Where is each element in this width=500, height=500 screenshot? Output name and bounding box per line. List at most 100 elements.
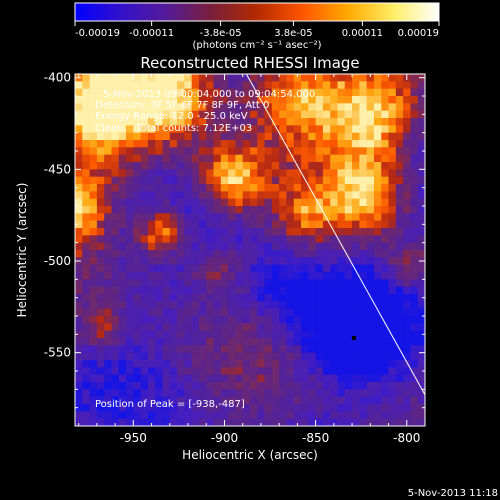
heatmap-cell (279, 396, 287, 405)
heatmap-cell (330, 411, 338, 419)
heatmap-cell (308, 279, 316, 287)
heatmap-cell (373, 396, 382, 405)
heatmap-cell (373, 88, 382, 97)
heatmap-cell (337, 162, 346, 170)
heatmap-cell (366, 184, 375, 192)
heatmap-cell (257, 257, 265, 265)
heatmap-cell (352, 323, 360, 331)
heatmap-cell (301, 250, 309, 258)
heatmap-cell (191, 88, 200, 97)
heatmap-cell (184, 301, 192, 309)
heatmap-cell (82, 242, 90, 251)
heatmap-cell (410, 191, 419, 199)
heatmap-cell (279, 147, 287, 155)
heatmap-cell (250, 272, 258, 280)
heatmap-cell (257, 294, 265, 302)
heatmap-cell (82, 103, 90, 111)
heatmap-cell (147, 162, 156, 170)
info-block: 5-Nov-2013 09:00:04.000 to 09:04:54.000 … (95, 89, 315, 134)
heatmap-cell (89, 132, 98, 141)
heatmap-cell (403, 279, 411, 287)
heatmap-cell (111, 154, 120, 163)
heatmap-cell (133, 228, 141, 236)
heatmap-cell (301, 272, 309, 280)
heatmap-cell (388, 169, 397, 177)
heatmap-cell (417, 88, 425, 97)
heatmap-cell (344, 294, 353, 302)
heatmap-cell (395, 147, 404, 155)
colorbar-tick-label: -0.00019 (75, 28, 120, 39)
heatmap-cell (271, 286, 280, 295)
heatmap-cell (264, 272, 273, 280)
heatmap-cell (271, 235, 280, 243)
heatmap-cell (293, 140, 302, 148)
heatmap-cell (155, 360, 163, 368)
heatmap-cell (213, 206, 222, 214)
heatmap-cell (286, 228, 295, 236)
heatmap-cell (111, 169, 120, 177)
heatmap-cell (235, 96, 244, 104)
heatmap-cell (133, 404, 141, 412)
heatmap-cell (140, 367, 149, 375)
heatmap-cell (293, 316, 302, 324)
heatmap-cell (271, 220, 280, 229)
heatmap-cell (111, 235, 120, 243)
heatmap-cell (133, 191, 141, 199)
heatmap-cell (315, 198, 324, 207)
heatmap-cell (286, 338, 295, 346)
heatmap-cell (352, 301, 360, 309)
heatmap-cell (191, 367, 200, 375)
heatmap-cell (213, 367, 222, 375)
heatmap-cell (118, 360, 127, 368)
heatmap-cell (126, 176, 134, 185)
heatmap-cell (169, 382, 178, 390)
heatmap-cell (155, 103, 163, 111)
heatmap-cell (242, 396, 251, 405)
heatmap-cell (75, 125, 83, 133)
heatmap-cell (352, 367, 360, 375)
heatmap-cell (191, 103, 200, 111)
heatmap-cell (140, 147, 149, 155)
heatmap-cell (169, 228, 178, 236)
heatmap-cell (206, 206, 214, 214)
heatmap-cell (242, 147, 251, 155)
heatmap-cell (388, 125, 397, 133)
heatmap-cell (359, 125, 367, 133)
heatmap-cell (337, 338, 346, 346)
heatmap-cell (162, 74, 171, 82)
heatmap-cell (104, 206, 112, 214)
heatmap-cell (96, 125, 105, 133)
heatmap-cell (104, 235, 112, 243)
heatmap-cell (82, 118, 90, 126)
heatmap-cell (89, 418, 98, 426)
heatmap-cell (242, 345, 251, 353)
heatmap-cell (162, 308, 171, 317)
heatmap-cell (235, 374, 244, 383)
heatmap-cell (279, 360, 287, 368)
heatmap-cell (82, 330, 90, 339)
heatmap-cell (352, 382, 360, 390)
heatmap-cell (257, 272, 265, 280)
heatmap-cell (118, 264, 127, 273)
heatmap-cell (410, 272, 419, 280)
heatmap-cell (359, 74, 367, 82)
heatmap-cell (75, 206, 83, 214)
heatmap-cell (286, 316, 295, 324)
heatmap-cell (337, 198, 346, 207)
heatmap-cell (301, 132, 309, 141)
heatmap-cell (279, 272, 287, 280)
heatmap-cell (337, 242, 346, 251)
heatmap-cell (381, 250, 389, 258)
heatmap-cell (133, 176, 141, 185)
heatmap-cell (388, 360, 397, 368)
heatmap-cell (410, 389, 419, 397)
heatmap-cell (75, 242, 83, 251)
heatmap-cell (381, 206, 389, 214)
heatmap-cell (381, 301, 389, 309)
heatmap-cell (352, 176, 360, 185)
heatmap-cell (104, 411, 112, 419)
heatmap-cell (169, 301, 178, 309)
heatmap-cell (184, 396, 192, 405)
heatmap-cell (366, 162, 375, 170)
heatmap-cell (264, 162, 273, 170)
